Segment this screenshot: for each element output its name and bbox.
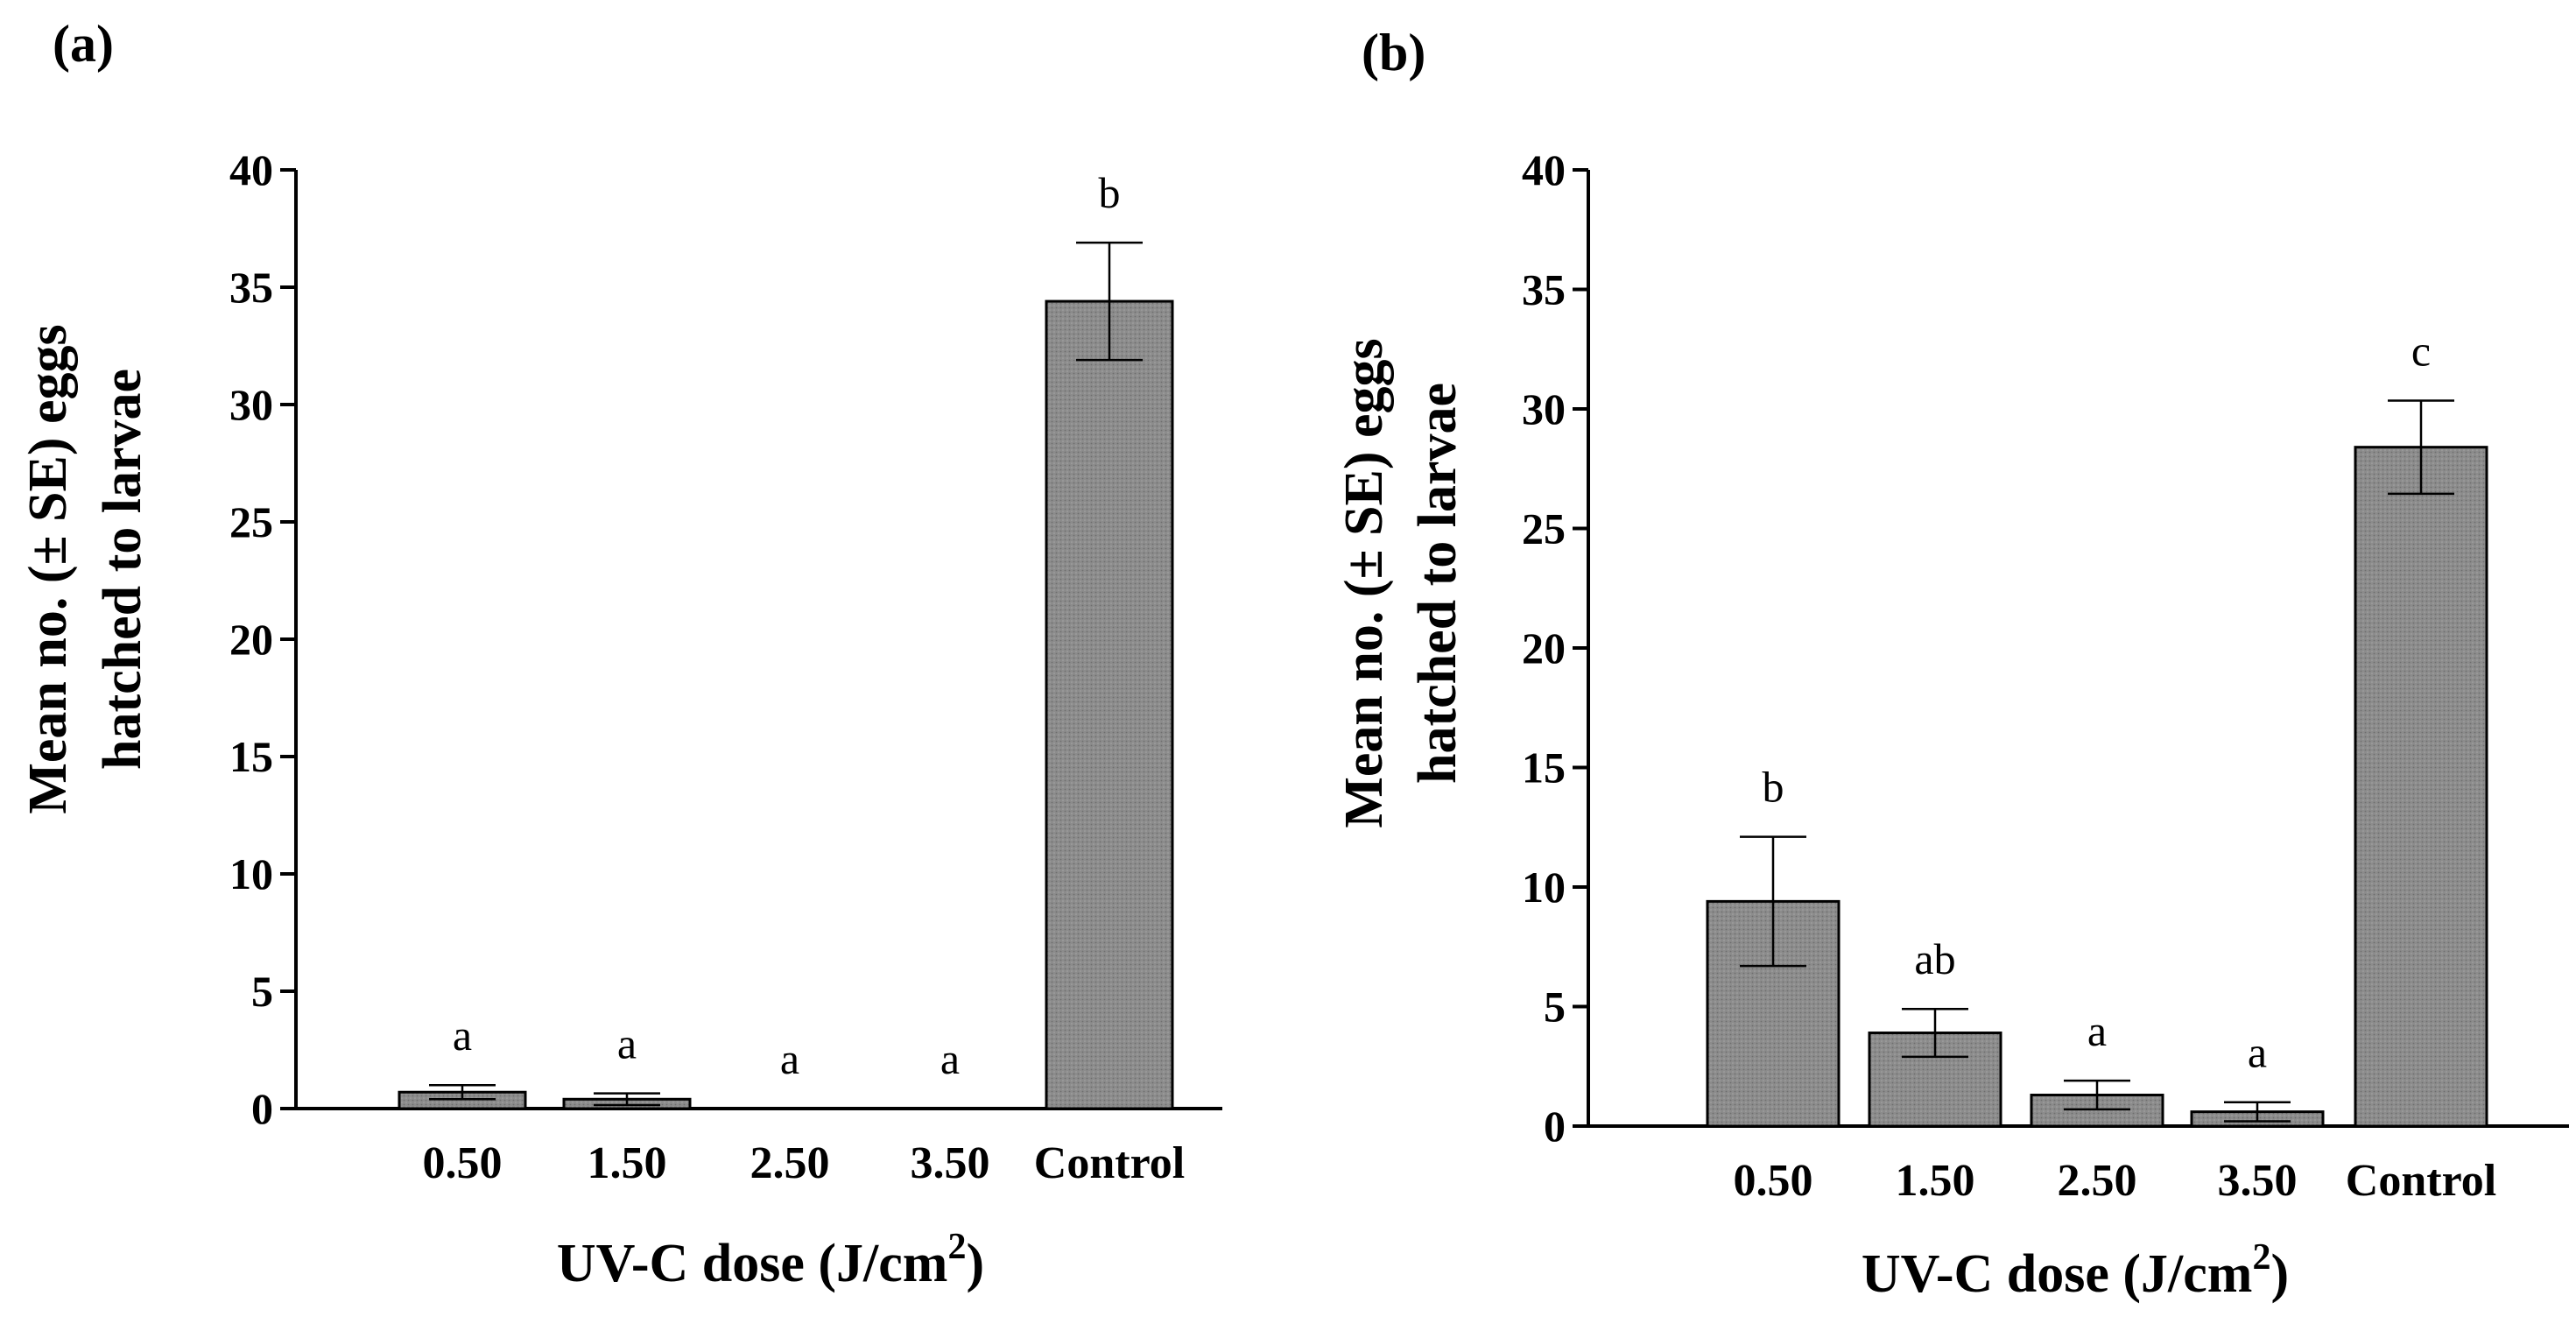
panel-label: (a) [53,15,114,73]
bar [2354,446,2488,1128]
x-axis-label-superscript: 2 [947,1227,966,1267]
x-axis-label: UV-C dose (J/cm2) [1862,1237,2289,1304]
bar [1045,299,1174,1110]
x-category-label: 2.50 [2058,1156,2137,1206]
panel-a: (a) 0 5 10 15 20 25 30 35 40 a 0.50 a 1.50 a 2.50 a 3.50 b… [18,15,1222,1293]
x-category-label: 2.50 [750,1138,830,1188]
y-axis-label-line2: hatched to larvae [1408,383,1467,784]
significance-letter: a [780,1034,799,1083]
panel-b: (b) 0 5 10 15 20 25 30 35 40 b 0.50 ab 1.50 a 2.50 a 3.50… [1334,24,2569,1304]
y-axis-label-line1: Mean no. (± SE) eggs [1334,338,1394,827]
y-tick-label: 15 [229,732,273,781]
x-category-label: 3.50 [911,1138,990,1188]
y-tick-label: 25 [1522,504,1566,553]
y-tick-label: 10 [229,849,273,898]
x-axis-label: UV-C dose (J/cm2) [557,1227,984,1293]
significance-letter: a [453,1011,472,1060]
x-category-label: 1.50 [1896,1156,1975,1206]
y-tick-label: 0 [251,1084,273,1133]
significance-letter: b [1763,763,1784,812]
y-axis-label-line1: Mean no. (± SE) eggs [18,324,78,813]
x-category-label: Control [1034,1138,1185,1188]
y-tick-label: 25 [229,497,273,546]
x-axis-label-text: UV-C dose (J/cm [1862,1244,2253,1304]
x-axis-label-superscript: 2 [2252,1237,2270,1278]
y-tick-label: 5 [251,967,273,1016]
significance-letter: a [2087,1006,2107,1055]
y-tick-label: 35 [1522,265,1566,314]
y-tick-label: 40 [229,145,273,194]
x-category-label: 0.50 [1734,1156,1813,1206]
y-tick-label: 5 [1544,982,1566,1032]
y-tick-label: 20 [1522,623,1566,673]
y-tick-label: 35 [229,263,273,312]
x-category-label: 3.50 [2218,1156,2298,1206]
significance-letter: b [1099,168,1121,217]
x-axis-label-end: ) [966,1234,984,1293]
y-tick-label: 40 [1522,145,1566,194]
y-tick-label: 20 [229,615,273,664]
y-tick-label: 10 [1522,863,1566,912]
significance-letter: ab [1914,934,1955,983]
y-tick-label: 15 [1522,743,1566,792]
x-category-label: 0.50 [423,1138,503,1188]
significance-letter: a [617,1019,637,1068]
y-tick-label: 30 [1522,384,1566,433]
x-axis-label-text: UV-C dose (J/cm [557,1234,948,1293]
significance-letter: c [2411,326,2431,375]
x-axis-label-end: ) [2270,1244,2289,1304]
panel-label: (b) [1362,24,1425,81]
x-category-label: 1.50 [588,1138,667,1188]
significance-letter: a [2248,1028,2267,1077]
y-axis-label-line2: hatched to larvae [93,369,152,770]
x-category-label: Control [2346,1156,2496,1206]
y-tick-label: 30 [229,380,273,429]
y-tick-label: 0 [1544,1102,1566,1151]
significance-letter: a [940,1034,960,1083]
